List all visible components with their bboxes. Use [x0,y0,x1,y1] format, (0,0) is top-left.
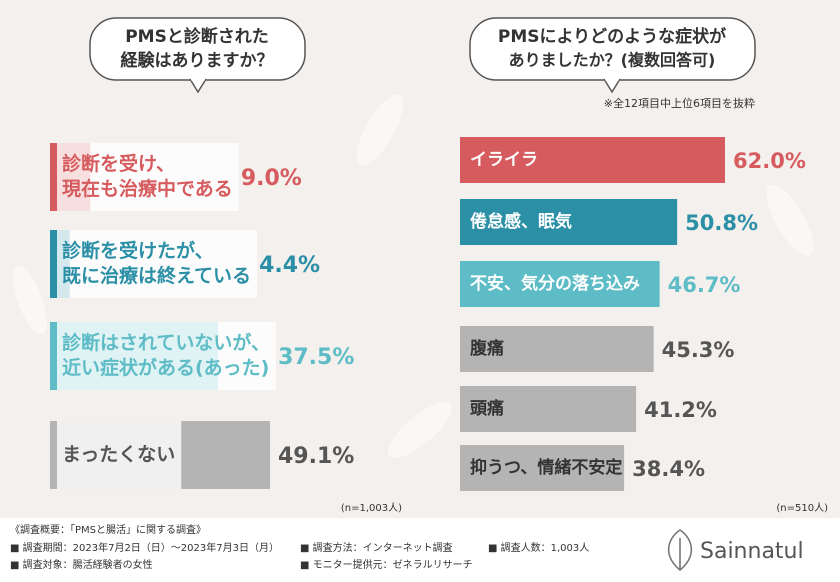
brand-logo [667,529,693,572]
bar [460,261,660,307]
title-line: PMSと診断された [125,26,269,47]
survey-item: ■ 調査期間：2023年7月2日（日）～2023年7月3日（月） [10,541,279,554]
value-label: 49.1% [278,444,354,469]
category-label: 診断を受けたが、 [62,239,214,262]
footer [0,518,840,582]
bar [460,326,654,372]
category-label: 診断を受け、 [62,152,175,175]
value-label: 45.3% [662,338,735,362]
category-label: 倦怠感、眠気 [470,211,572,232]
sample-note: (n=1,003人) [341,502,402,514]
category-label: 既に治療は終えている [62,264,251,287]
bar [460,445,625,491]
bubble-right [469,17,756,94]
survey-item: ■ 調査方法：インターネット調査 [300,541,453,554]
category-label: まったくない [62,444,175,466]
bubble-left [89,17,306,94]
category-label: イライラ [470,150,538,170]
leaf-decoration [13,94,814,458]
value-label: 41.2% [644,398,717,422]
label-band [57,421,182,489]
category-label: 腹痛 [470,338,504,359]
survey-item: ■ 調査対象：腸活経験者の女性 [10,558,153,571]
label-band [57,322,277,390]
survey-item: ■ モニター提供元：ゼネラルリサーチ [300,558,473,571]
label-band [57,230,258,298]
category-label: 抑うつ、情緒不安定 [470,457,622,478]
brand-name: Sainnatul [700,539,804,564]
category-label: 頭痛 [470,398,504,419]
category-label: 不安、気分の落ち込み [470,273,640,294]
sample-note: (n=510人) [776,502,828,514]
value-label: 46.7% [668,273,741,297]
value-label: 37.5% [278,345,354,370]
title-line: PMSによりどのような症状が [498,26,726,47]
title-line: ありましたか？(複数回答可) [509,51,716,70]
value-label: 4.4% [259,253,320,278]
category-label: 診断はされていないが、 [62,331,270,354]
category-label: 現在も治療中である [62,177,233,200]
category-label: 近い症状がある(あった) [62,356,269,379]
bar [460,199,678,245]
value-label: 9.0% [241,166,302,191]
survey-heading: 《調査概要：「PMSと腸活」に関する調査》 [10,523,206,536]
value-label: 62.0% [733,149,806,173]
survey-item: ■ 調査人数：1,003人 [488,541,589,554]
value-label: 38.4% [632,457,705,481]
title-line: 経験はありますか？ [121,50,274,71]
subtitle: ※全12項目中上位6項目を抜粋 [604,96,755,110]
bar [460,386,637,432]
value-label: 50.8% [685,211,758,235]
bar [460,137,725,183]
label-band [57,143,239,211]
